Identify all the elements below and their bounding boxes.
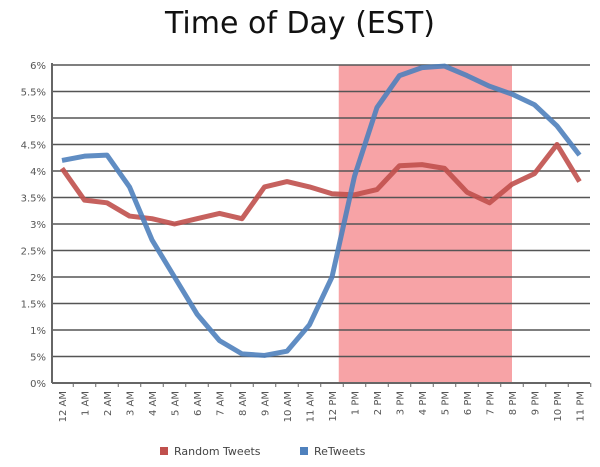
y-tick-label: 1% — [30, 326, 46, 337]
x-tick-label: 2 AM — [103, 391, 114, 416]
x-tick-label: 7 PM — [486, 391, 497, 415]
legend-swatch — [300, 447, 308, 455]
x-tick-label: 11 AM — [306, 391, 317, 422]
y-tick-label: 5% — [30, 114, 46, 125]
x-tick-label: 6 PM — [463, 391, 474, 415]
series-line-random-tweets — [59, 142, 582, 227]
y-tick-label: 2.5% — [21, 247, 46, 258]
x-tick-label: 5 PM — [441, 391, 452, 415]
x-tick-label: 2 PM — [373, 391, 384, 415]
x-tick-label: 7 AM — [216, 391, 227, 416]
x-tick-label: 12 AM — [58, 391, 69, 422]
x-tick-label: 9 PM — [531, 391, 542, 415]
y-tick-label: 5% — [30, 353, 46, 364]
y-tick-label: 4.5% — [21, 141, 46, 152]
x-tick-label: 8 AM — [238, 391, 249, 416]
x-tick-label: 1 PM — [351, 391, 362, 415]
y-tick-label: 3% — [30, 220, 46, 231]
x-tick-label: 9 AM — [261, 391, 272, 416]
x-tick-label: 1 AM — [81, 391, 92, 416]
y-tick-label: 0% — [30, 379, 46, 390]
y-tick-label: 1.5% — [21, 300, 46, 311]
x-tick-label: 11 PM — [576, 391, 587, 422]
x-tick-label: 3 PM — [396, 391, 407, 415]
y-tick-label: 6% — [30, 61, 46, 72]
x-tick-label: 5 AM — [171, 391, 182, 416]
x-tick-label: 10 AM — [283, 391, 294, 422]
legend-label: Random Tweets — [174, 445, 261, 458]
x-tick-label: 12 PM — [328, 391, 339, 422]
y-tick-label: 5.5% — [21, 88, 46, 99]
x-tick-label: 8 PM — [508, 391, 519, 415]
chart-title: Time of Day (EST) — [165, 6, 435, 41]
legend-swatch — [160, 447, 168, 455]
y-tick-label: 4% — [30, 167, 46, 178]
legend-label: ReTweets — [314, 445, 366, 458]
x-tick-label: 4 PM — [418, 391, 429, 415]
x-tick-label: 10 PM — [553, 391, 564, 422]
x-tick-label: 3 AM — [126, 391, 137, 416]
y-tick-label: 3.5% — [21, 194, 46, 205]
x-tick-label: 4 AM — [148, 391, 159, 416]
series-line-retweets — [61, 63, 582, 358]
y-tick-label: 2% — [30, 273, 46, 284]
x-tick-label: 6 AM — [193, 391, 204, 416]
